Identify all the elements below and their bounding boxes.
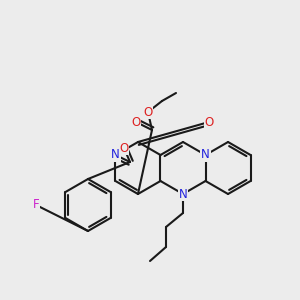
Text: O: O [204,116,214,128]
Text: N: N [111,148,120,161]
Text: N: N [201,148,210,161]
Text: F: F [33,199,39,212]
Text: O: O [131,116,141,128]
Text: O: O [143,106,153,118]
Text: N: N [178,188,188,200]
Text: O: O [119,142,129,154]
